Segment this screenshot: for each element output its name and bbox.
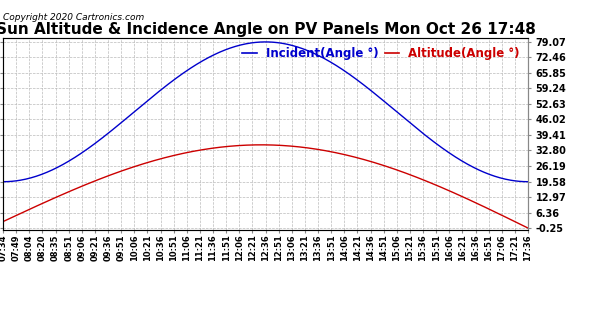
Legend: Incident(Angle °), Altitude(Angle °): Incident(Angle °), Altitude(Angle °): [240, 44, 522, 62]
Title: Sun Altitude & Incidence Angle on PV Panels Mon Oct 26 17:48: Sun Altitude & Incidence Angle on PV Pan…: [0, 22, 535, 37]
Text: Copyright 2020 Cartronics.com: Copyright 2020 Cartronics.com: [3, 13, 144, 22]
